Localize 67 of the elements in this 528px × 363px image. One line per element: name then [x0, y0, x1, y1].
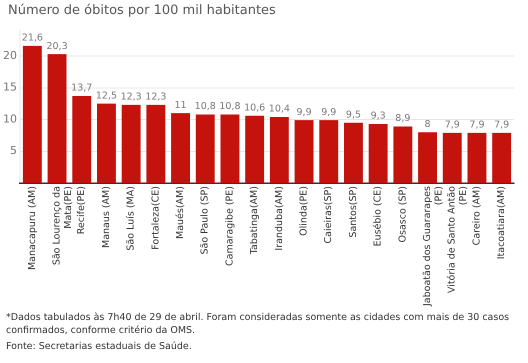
bar: [368, 124, 388, 184]
bar: [270, 116, 289, 184]
x-tick-label: Manacapuru (AM): [26, 186, 38, 270]
bar: [245, 116, 264, 184]
x-tick-label: Careiro (AM): [471, 186, 482, 246]
x-tick-label: São Paulo (SP): [200, 186, 211, 255]
data-label: 10,4: [268, 104, 290, 115]
bar: [294, 120, 314, 184]
data-label: 13,7: [71, 82, 92, 94]
bar: [492, 132, 512, 184]
data-label: 11: [174, 100, 187, 111]
x-tick-label: Iranduba(AM): [274, 186, 285, 251]
x-tick-label: Tabatinga(AM): [249, 186, 260, 256]
bar: [319, 120, 338, 184]
y-tick-label: 20: [2, 48, 17, 62]
text: *Dados tabulados às 7h40 de 29 de abril. Foram consideradas somente as cidades com mais de 30 casos confirmados, conforme critério da OMS.: [6, 311, 510, 337]
x-tick-label: Recife(PE): [76, 186, 88, 234]
bar: [22, 46, 42, 184]
data-label: 7,9: [469, 120, 485, 131]
x-tick-label: São Luís (MA): [126, 186, 137, 251]
data-label: 21,6: [22, 32, 43, 44]
x-tick-label: Fortaleza(CE): [150, 186, 162, 250]
y-tick-label: 15: [2, 80, 17, 94]
source-note: Fonte: Secretarias estaduais de Saúde.: [6, 340, 193, 353]
x-tick-label: Caieiras(SP): [323, 186, 334, 244]
x-tick-label: Itacoatiara(AM): [496, 186, 508, 260]
bar: [220, 114, 240, 184]
data-label: 8,9: [395, 113, 410, 124]
data-label: 12,3: [145, 92, 166, 103]
bar: [418, 132, 437, 184]
bar: [442, 132, 462, 184]
bar: [146, 104, 166, 184]
x-tick-label: Olinda(PE): [298, 186, 310, 236]
bar: [344, 122, 363, 184]
data-label: 9,5: [346, 109, 362, 120]
data-label: 7,9: [494, 120, 510, 131]
x-tick-label: Santos(SP): [348, 186, 359, 238]
bar: [393, 126, 412, 184]
x-tick-label: Maués(AM): [175, 186, 186, 239]
data-label: 12,5: [96, 90, 118, 102]
data-label: 8: [424, 118, 431, 130]
data-label: 10,8: [219, 101, 241, 112]
data-label: 7,9: [444, 120, 460, 131]
bar: [468, 132, 486, 184]
data-label: 9,3: [370, 110, 386, 122]
x-tick-label: Vitória de Santo Antão (PE): [446, 186, 470, 294]
bar: [171, 113, 190, 184]
x-tick-label: Jaboatão dos Guararapes (PE): [422, 186, 444, 308]
bar: [196, 114, 215, 184]
x-tick-label: Manaus (AM): [100, 186, 112, 248]
data-label: 9,9: [321, 106, 336, 118]
data-label: 20,3: [46, 40, 68, 52]
bar: [122, 104, 141, 184]
data-label: 10,8: [194, 101, 216, 112]
data-label: 9,9: [296, 106, 312, 118]
y-tick-label: 5: [10, 144, 17, 158]
x-tick-label: Osasco (SP): [397, 186, 408, 242]
bar: [97, 104, 116, 184]
data-label: 10,6: [244, 102, 266, 114]
x-tick-label: Camaragibe (PE): [224, 186, 236, 266]
x-tick-label: São Lourenço da Mata(PE): [52, 186, 74, 266]
bar: [48, 54, 66, 184]
data-label: 12,3: [120, 92, 142, 103]
y-tick-label: 10: [2, 112, 17, 126]
x-tick-label: Eusébio (CE): [372, 186, 384, 246]
chart-title: Número de óbitos por 100 mil habitantes: [7, 2, 277, 20]
bar: [72, 96, 92, 184]
